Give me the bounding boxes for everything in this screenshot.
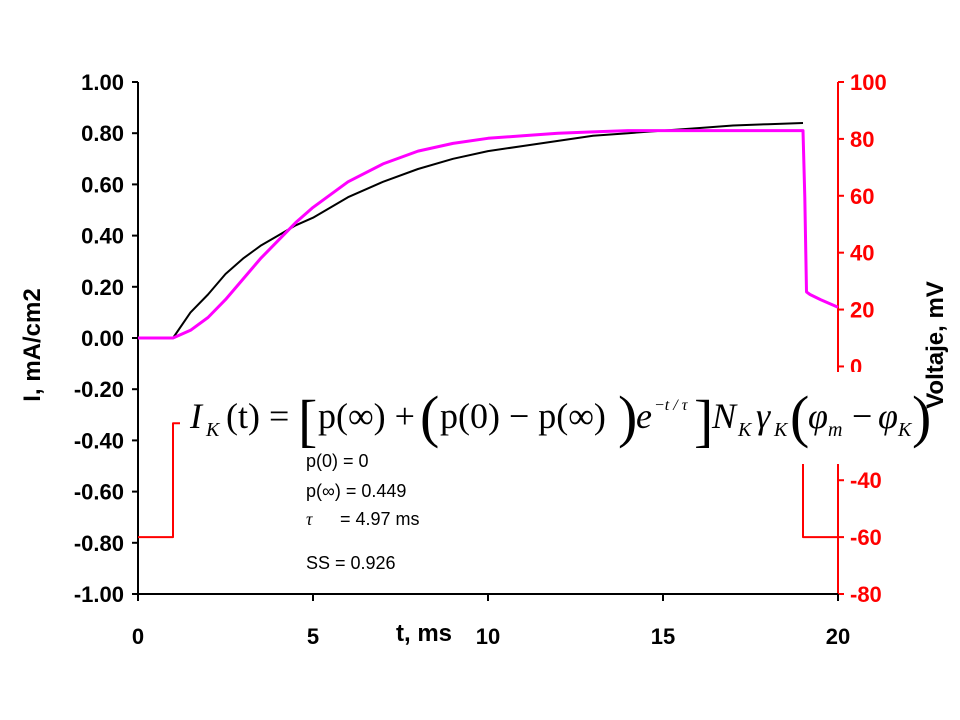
series-layer — [138, 122, 839, 539]
x-tick-label: 20 — [826, 624, 850, 649]
measured-current-line — [172, 122, 804, 339]
equation-background — [180, 372, 925, 464]
annotation-tau-symbol: τ — [306, 509, 313, 529]
y-tick-label: -1.00 — [74, 582, 124, 607]
equation-open-bracket: [ — [298, 388, 317, 453]
y-tick-label: 0.80 — [81, 121, 124, 146]
x-tick-label: 10 — [476, 624, 500, 649]
y-axis-title: I, mA/cm2 — [19, 288, 46, 401]
annotation-infinity-symbol: ∞ — [322, 481, 335, 501]
y-tick-label: 0.40 — [81, 224, 124, 249]
annotation-tau-value: = 4.97 ms — [340, 509, 420, 529]
x-tick-label: 0 — [132, 624, 144, 649]
equation-close-paren: ) — [618, 384, 637, 449]
y2-tick-label: -60 — [850, 525, 882, 550]
axes — [137, 82, 839, 595]
y2-axis-title: Voltaje, mV — [922, 281, 949, 409]
y2-tick-label: -80 — [850, 582, 882, 607]
annotation-p0: p(0) = 0 — [306, 451, 369, 471]
y-tick-label: -0.20 — [74, 377, 124, 402]
y2-tick-label: 100 — [850, 70, 887, 95]
fit-parameters: p(0) = 0 p(∞) = 0.449 τ = 4.97 ms SS = 0… — [306, 451, 420, 573]
equation-term2: p(0) − p(∞) — [440, 396, 606, 436]
annotation-pinf-prefix: p( — [306, 481, 322, 501]
fitted-current-line — [138, 129, 839, 340]
y-tick-label: 1.00 — [81, 70, 124, 95]
equation-factor-subscript: K — [737, 419, 753, 441]
equation-exp-base: e — [636, 396, 652, 436]
equation-minus: − — [852, 396, 872, 436]
equation-phi-m: φ — [808, 396, 828, 436]
equation-lhs-subscript: K — [205, 419, 221, 441]
x-tick-label: 15 — [651, 624, 675, 649]
x-axis-ticks: 0 5 10 15 20 — [132, 594, 850, 649]
equation-open-paren-2: ( — [790, 384, 809, 449]
annotation-pinf: p(∞) = 0.449 — [306, 481, 406, 501]
y2-tick-label: 20 — [850, 298, 874, 323]
equation-phi-k-subscript: K — [897, 419, 913, 441]
y-tick-label: -0.80 — [74, 531, 124, 556]
x-axis-title: t, ms — [396, 620, 452, 647]
equation-factor: N — [711, 396, 738, 436]
left-axis-ticks: 1.00 0.80 0.60 0.40 0.20 0.00 -0.20 -0.40 -0.60 -… — [74, 70, 138, 607]
equation-gamma: γ — [756, 396, 771, 436]
equation-close-paren-2: ) — [912, 384, 931, 449]
y-tick-label: -0.40 — [74, 428, 124, 453]
y2-tick-label: 80 — [850, 127, 874, 152]
x-tick-label: 5 — [307, 624, 319, 649]
y-tick-label: 0.00 — [81, 326, 124, 351]
y-tick-label: 0.60 — [81, 172, 124, 197]
equation-phi-m-subscript: m — [828, 419, 842, 441]
y-tick-label: -0.60 — [74, 480, 124, 505]
y2-tick-label: -40 — [850, 468, 882, 493]
equation-term1: p(∞) + — [318, 396, 415, 436]
equation: I K (t) = [ p(∞) + ( p(0) − p(∞) ) e −t … — [180, 372, 931, 464]
equation-gamma-subscript: K — [773, 419, 789, 441]
annotation-ss: SS = 0.926 — [306, 553, 396, 573]
equation-close-bracket: ] — [694, 388, 713, 453]
y-tick-label: 0.20 — [81, 275, 124, 300]
equation-lhs: I — [189, 396, 204, 436]
annotation-pinf-suffix: ) = 0.449 — [335, 481, 407, 501]
equation-lhs-argument: (t) = — [226, 396, 289, 436]
equation-phi-k: φ — [878, 396, 898, 436]
equation-open-paren: ( — [420, 384, 439, 449]
equation-exp-power: −t / τ — [654, 397, 689, 414]
y2-tick-label: 60 — [850, 184, 874, 209]
y2-tick-label: 40 — [850, 241, 874, 266]
